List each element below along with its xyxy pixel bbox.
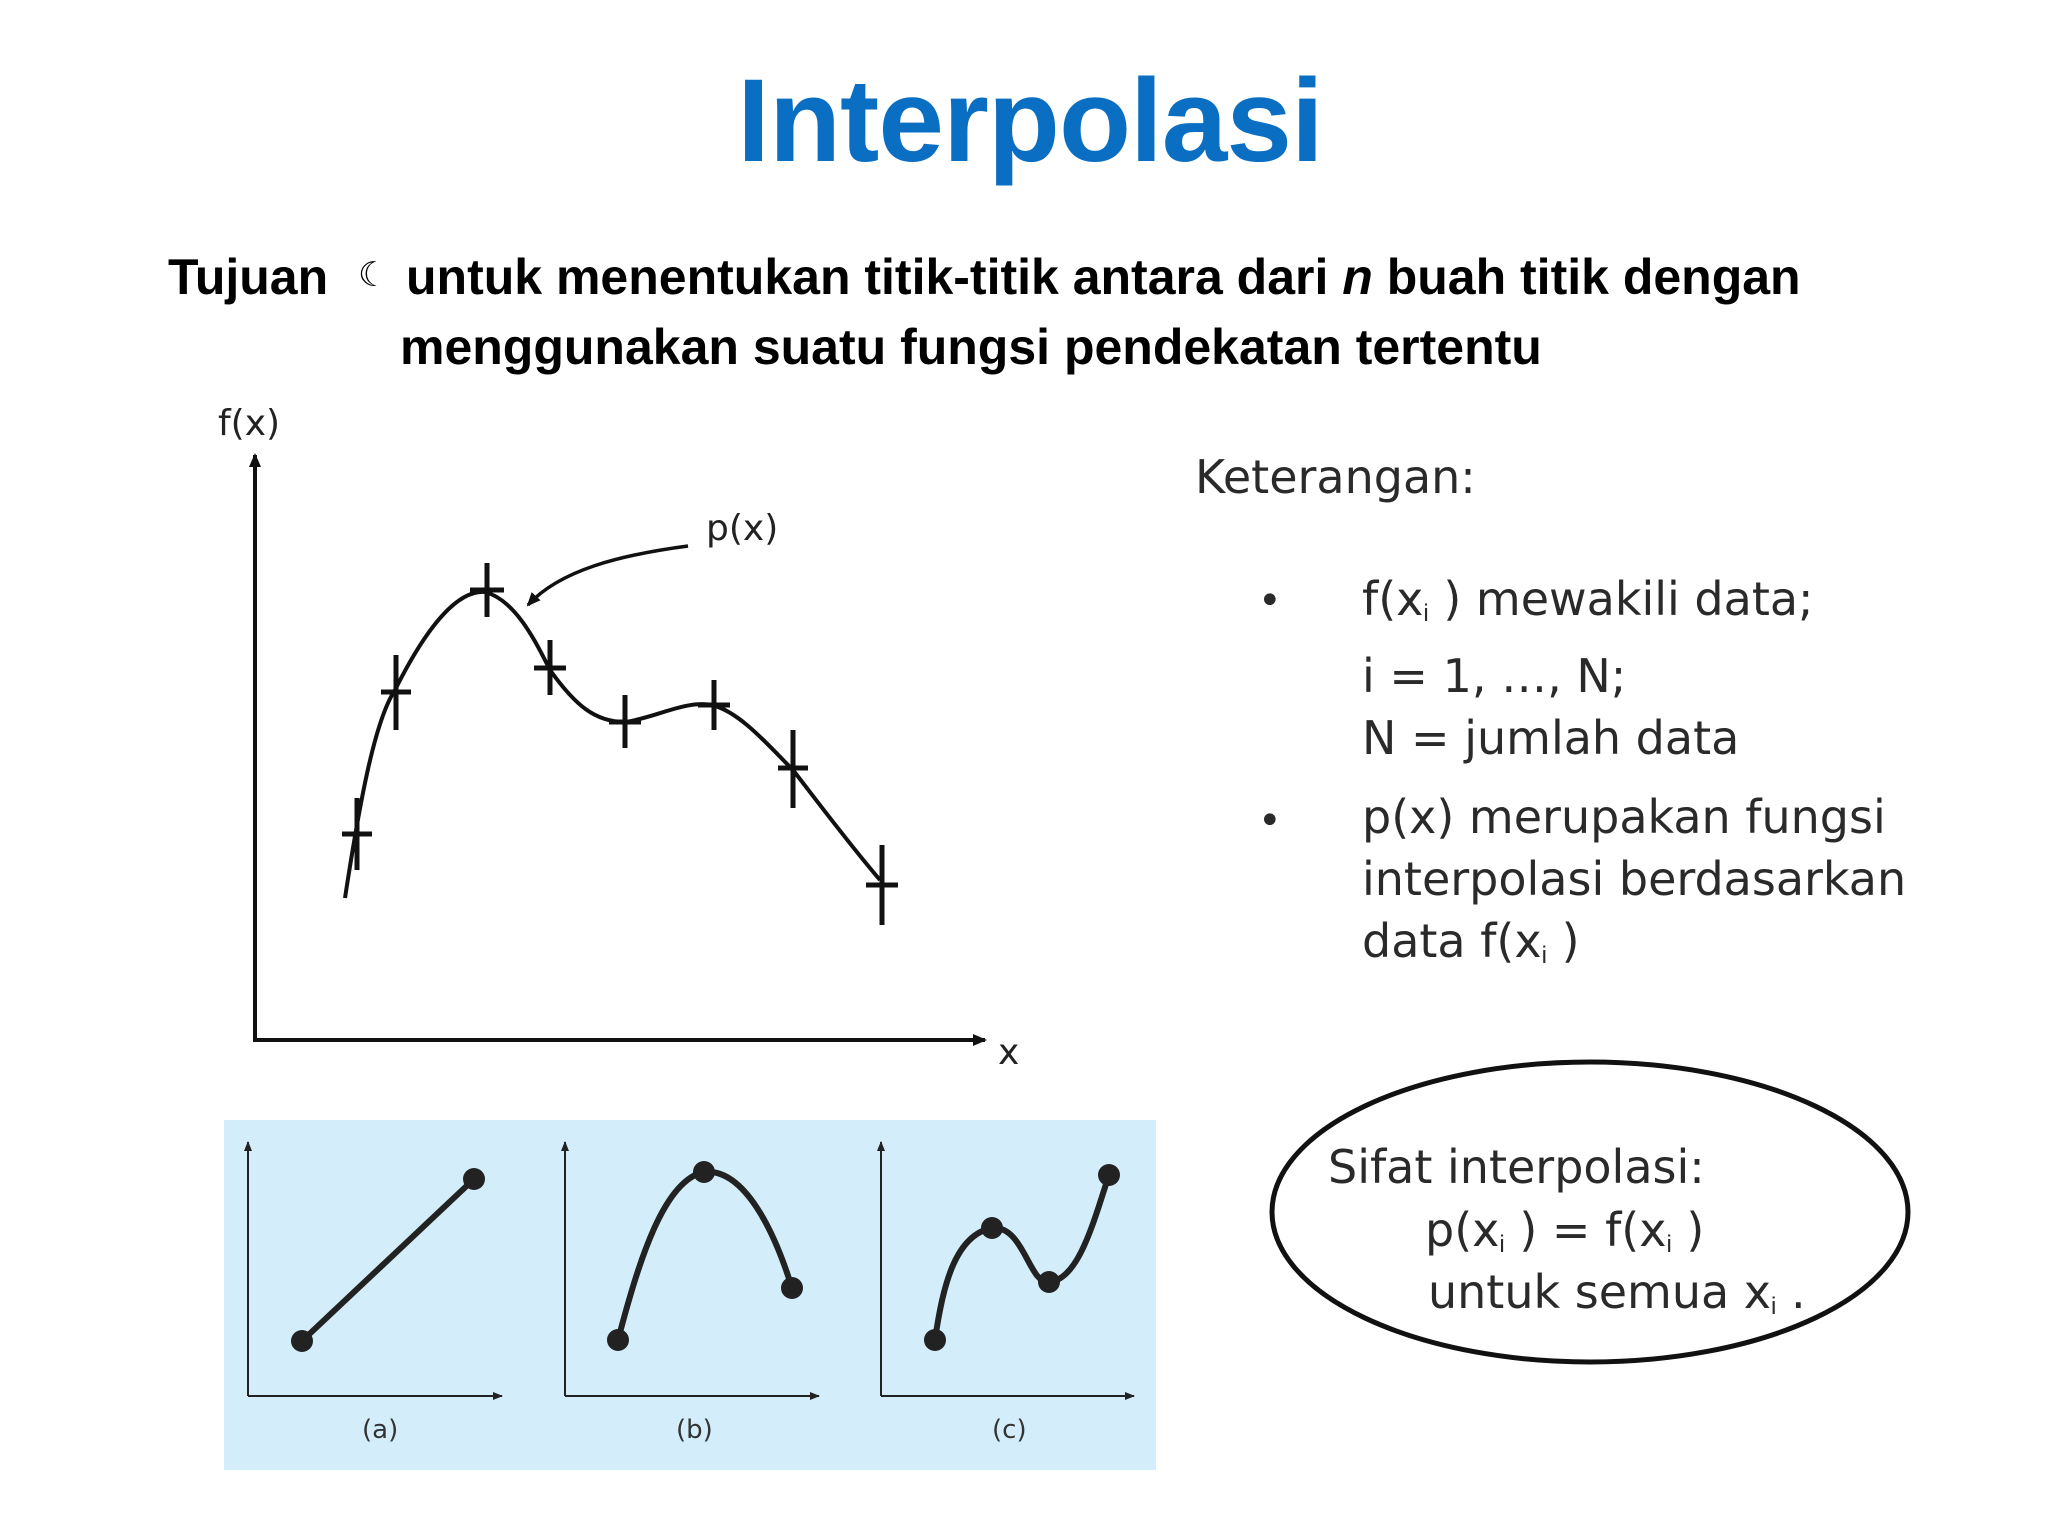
sifat-eq-b: ) = f(x	[1504, 1203, 1667, 1257]
sifat-eq-a: p(x	[1425, 1203, 1500, 1257]
bullet-1: •	[1258, 578, 1282, 624]
sifat-l3-a: untuk semua x	[1428, 1265, 1772, 1319]
data-point-markers	[342, 563, 898, 925]
purpose-italic-n: n	[1342, 249, 1373, 305]
sifat-equation: p(xi ) = f(xi )	[1425, 1203, 1704, 1259]
purpose-line1-b: buah titik dengan	[1372, 249, 1801, 305]
purpose-statement: Tujuan ☾ untuk menentukan titik-titik anta…	[168, 240, 1968, 382]
sifat-title: Sifat interpolasi:	[1328, 1140, 1705, 1194]
curve-pointer-arrow	[526, 544, 689, 607]
item1-line2: i = 1, …, N;	[1362, 649, 1627, 703]
label-a: (a)	[362, 1415, 398, 1445]
bullet-2: •	[1258, 798, 1282, 844]
label-b: (b)	[676, 1415, 713, 1445]
interpolation-curve	[343, 589, 882, 899]
slide-title: Interpolasi	[737, 55, 1324, 187]
item2-line1: p(x) merupakan fungsi	[1362, 790, 1886, 844]
sifat-eq-sub1: i	[1499, 1231, 1505, 1258]
item2-line3-b: )	[1546, 914, 1580, 968]
item1-line1-a: f(x	[1362, 572, 1424, 626]
y-axis-label: f(x)	[218, 403, 280, 444]
sifat-eq-c: )	[1671, 1203, 1705, 1257]
item2-sub-i: i	[1541, 942, 1547, 969]
sifat-l3-sub: i	[1771, 1293, 1777, 1320]
keterangan-item-2: p(x) merupakan fungsi interpolasi berdas…	[1362, 786, 1906, 987]
item1-sub-i: i	[1423, 600, 1429, 627]
label-c: (c)	[992, 1415, 1027, 1445]
example-b: (b)	[561, 1141, 820, 1445]
sifat-eq-sub2: i	[1666, 1231, 1672, 1258]
keterangan-item-1: f(xi ) mewakili data; i = 1, …, N; N = j…	[1362, 568, 1814, 769]
item1-line3: N = jumlah data	[1362, 711, 1740, 765]
sifat-ellipse	[1269, 1059, 1911, 1365]
sifat-l3-b: .	[1776, 1265, 1806, 1319]
item2-line3-a: data f(x	[1362, 914, 1542, 968]
example-a: (a)	[244, 1141, 503, 1445]
example-c: (c)	[877, 1141, 1135, 1445]
separator-icon: ☾	[358, 256, 389, 294]
sifat-line3: untuk semua xi .	[1428, 1265, 1806, 1321]
purpose-label: Tujuan	[168, 249, 329, 305]
purpose-line1-a: untuk menentukan titik-titik antara dari	[406, 249, 1343, 305]
examples-svg: (a) (b) (c)	[244, 1141, 1135, 1445]
x-axis-label: x	[998, 1032, 1019, 1073]
item2-line2: interpolasi berdasarkan	[1362, 852, 1907, 906]
item1-line1-b: ) mewakili data;	[1428, 572, 1814, 626]
keterangan-title: Keterangan:	[1195, 450, 1476, 504]
curve-label: p(x)	[706, 508, 778, 549]
purpose-line2: menggunakan suatu fungsi pendekatan tert…	[400, 319, 1542, 375]
interpolation-examples-panel: (a) (b) (c)	[224, 1120, 1156, 1470]
